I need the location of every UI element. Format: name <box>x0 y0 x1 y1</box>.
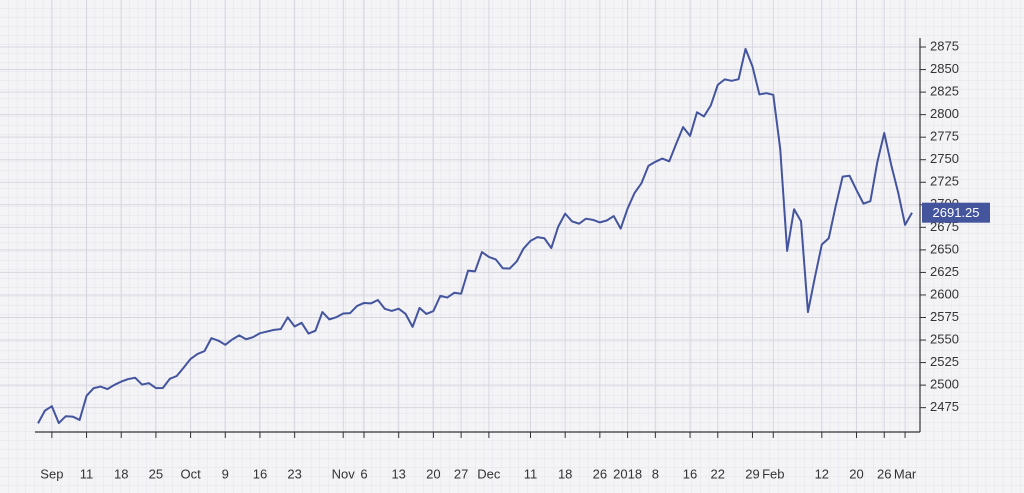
price-line <box>37 47 913 425</box>
x-tick-label: 8 <box>652 466 659 481</box>
x-tick-label: Feb <box>762 466 784 481</box>
y-tick-label: 2825 <box>930 84 959 99</box>
y-tick-label: 2875 <box>930 38 959 53</box>
x-tick-label: 13 <box>391 466 405 481</box>
x-tick-label: 23 <box>287 466 301 481</box>
x-tick-label: 26 <box>593 466 607 481</box>
x-tick-label: 16 <box>683 466 697 481</box>
y-tick-label: 2625 <box>930 264 959 279</box>
x-tick-label: 26 <box>877 466 891 481</box>
x-tick-label: 20 <box>426 466 440 481</box>
x-tick-label: Nov <box>332 466 356 481</box>
y-tick-label: 2475 <box>930 399 959 414</box>
y-tick-label: 2775 <box>930 129 959 144</box>
y-tick-label: 2500 <box>930 377 959 392</box>
y-tick-label: 2525 <box>930 354 959 369</box>
x-tick-label: 27 <box>454 466 468 481</box>
last-value-tag <box>922 202 990 223</box>
x-tick-label: 6 <box>360 466 367 481</box>
x-tick-label: Mar <box>894 466 917 481</box>
x-tick-label: Dec <box>477 466 501 481</box>
x-tick-label: Sep <box>40 466 63 481</box>
x-tick-label: Oct <box>180 466 201 481</box>
y-tick-label: 2800 <box>930 106 959 121</box>
x-tick-label: 11 <box>80 466 94 481</box>
x-tick-label: 18 <box>114 466 128 481</box>
x-tick-label: 22 <box>711 466 725 481</box>
y-tick-label: 2850 <box>930 61 959 76</box>
y-tick-label: 2750 <box>930 151 959 166</box>
x-tick-label: 18 <box>558 466 572 481</box>
y-tick-label: 2650 <box>930 241 959 256</box>
y-tick-label: 2575 <box>930 309 959 324</box>
x-tick-label: 9 <box>222 466 229 481</box>
y-tick-label: 2550 <box>930 331 959 346</box>
y-tick-label: 2600 <box>930 286 959 301</box>
x-tick-label: 29 <box>745 466 759 481</box>
x-tick-label: 12 <box>815 466 829 481</box>
x-tick-label: 11 <box>524 466 538 481</box>
x-tick-label: 16 <box>253 466 267 481</box>
x-tick-label: 25 <box>149 466 163 481</box>
last-value-label: 2691.25 <box>933 205 980 220</box>
y-tick-label: 2725 <box>930 174 959 189</box>
x-tick-label: 20 <box>849 466 863 481</box>
x-tick-label: 2018 <box>613 466 642 481</box>
